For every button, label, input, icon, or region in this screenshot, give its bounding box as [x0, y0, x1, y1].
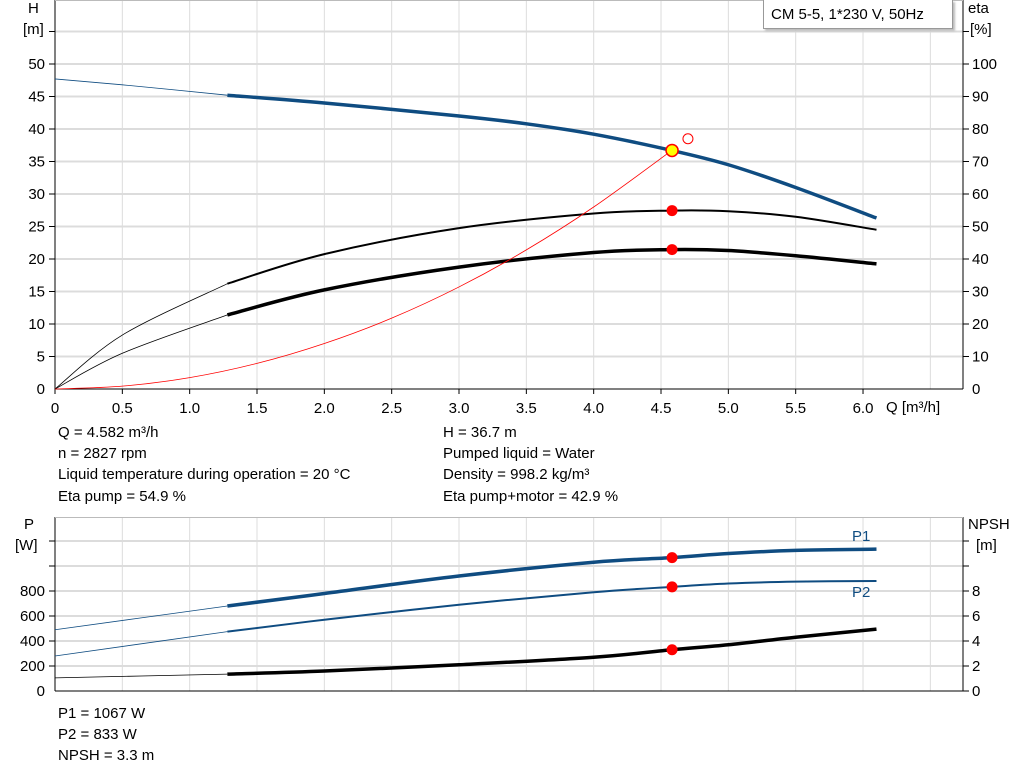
x-tick-label: 1.5 [247, 400, 268, 417]
y-tick-label-left: 30 [28, 186, 45, 203]
x-tick-label: 4.5 [651, 400, 672, 417]
eta-axis-unit: [%] [970, 21, 992, 38]
info-npsh: NPSH = 3.3 m [58, 747, 155, 764]
info-eta-pump: Eta pump = 54.9 % [58, 488, 186, 505]
p-axis-label: P [24, 516, 35, 533]
series-0-curve [227, 93, 878, 220]
y-tick-label-left: 20 [28, 251, 45, 268]
y-tick-label-right: 2 [972, 658, 980, 675]
series-2-curve-extrapolated [54, 673, 228, 679]
info-eta-total: Eta pump+motor = 42.9 % [443, 488, 619, 505]
eta-axis-label: eta [968, 0, 989, 17]
y-tick-label-left: 35 [28, 154, 45, 171]
y-tick-label-right: 6 [972, 608, 980, 625]
y-tick-label-right: 100 [972, 56, 997, 73]
y-tick-label-left: 800 [20, 583, 45, 600]
y-tick-label-left: 10 [28, 316, 45, 333]
y-tick-label-right: 50 [972, 219, 989, 236]
duty-point [665, 143, 679, 158]
x-tick-label: 2.5 [381, 400, 402, 417]
series-0-curve-extrapolated [54, 78, 228, 96]
p2-duty-point [666, 581, 678, 593]
x-tick-label: 2.0 [314, 400, 335, 417]
series-2-curve [227, 627, 877, 676]
info-liquid: Pumped liquid = Water [443, 445, 595, 462]
eta-total-duty-point [666, 244, 678, 256]
y-tick-label-left: 50 [28, 56, 45, 73]
x-tick-label: 3.5 [516, 400, 537, 417]
p1-curve-extrapolated [54, 605, 228, 631]
x-tick-label: 0 [51, 400, 59, 417]
p1-series-label: P1 [852, 528, 871, 545]
y-tick-label-right: 80 [972, 121, 989, 138]
requested-point [682, 133, 694, 145]
p1-duty-point [666, 552, 678, 564]
info-h: H = 36.7 m [443, 424, 517, 441]
info-density: Density = 998.2 kg/m³ [443, 466, 590, 483]
x-tick-label: 1.0 [179, 400, 200, 417]
y-tick-label-left: 5 [37, 349, 45, 366]
series-2-curve-extrapolated [54, 314, 228, 390]
series-2-curve [226, 247, 877, 317]
y-tick-label-left: 40 [28, 121, 45, 138]
info-speed: n = 2827 rpm [58, 445, 147, 462]
y-tick-label-right: 90 [972, 89, 989, 106]
npsh-axis-unit: [m] [976, 537, 997, 554]
h-axis-unit: [m] [23, 21, 44, 38]
y-tick-label-right: 0 [972, 381, 980, 398]
series-1-curve-extrapolated [54, 283, 228, 390]
npsh-duty-point [666, 644, 678, 656]
y-tick-label-right: 10 [972, 349, 989, 366]
y-tick-label-left: 200 [20, 658, 45, 675]
y-tick-label-left: 600 [20, 608, 45, 625]
x-tick-label: 3.0 [449, 400, 470, 417]
p1-curve [227, 547, 877, 608]
y-tick-label-right: 20 [972, 316, 989, 333]
info-temperature: Liquid temperature during operation = 20… [58, 466, 351, 483]
info-p2: P2 = 833 W [58, 726, 137, 743]
npsh-axis-label: NPSH [968, 516, 1010, 533]
y-tick-label-left: 25 [28, 219, 45, 236]
y-tick-label-right: 0 [972, 683, 980, 700]
p-axis-unit: [W] [15, 537, 38, 554]
x-tick-label: 4.0 [583, 400, 604, 417]
q-axis-label: Q [m³/h] [886, 399, 941, 416]
legend-box: CM 5-5, 1*230 V, 50Hz [763, 0, 953, 29]
p2-curve [227, 580, 877, 633]
x-tick-label: 5.0 [718, 400, 739, 417]
y-tick-label-right: 8 [972, 583, 980, 600]
y-tick-label-left: 45 [28, 89, 45, 106]
x-tick-label: 5.5 [785, 400, 806, 417]
series-1-curve [227, 209, 877, 285]
p2-series-label: P2 [852, 584, 871, 601]
y-tick-label-right: 70 [972, 154, 989, 171]
x-tick-label: 0.5 [112, 400, 133, 417]
y-tick-label-left: 15 [28, 284, 45, 301]
y-tick-label-left: 400 [20, 633, 45, 650]
y-tick-label-right: 30 [972, 284, 989, 301]
h-axis-label: H [28, 0, 39, 17]
y-tick-label-right: 60 [972, 186, 989, 203]
y-tick-label-right: 40 [972, 251, 989, 268]
info-q: Q = 4.582 m³/h [58, 424, 159, 441]
p2-curve-extrapolated [54, 631, 228, 657]
x-tick-label: 6.0 [853, 400, 874, 417]
eta-pump-duty-point [666, 205, 678, 217]
info-p1: P1 = 1067 W [58, 705, 146, 722]
y-tick-label-left: 0 [37, 683, 45, 700]
y-tick-label-left: 0 [37, 381, 45, 398]
y-tick-label-right: 4 [972, 633, 980, 650]
series-3-curve [54, 150, 673, 390]
